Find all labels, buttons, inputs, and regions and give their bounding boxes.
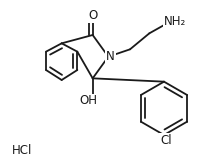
Text: NH₂: NH₂ bbox=[164, 15, 186, 28]
Text: HCl: HCl bbox=[12, 145, 32, 157]
Text: O: O bbox=[88, 9, 97, 22]
Text: OH: OH bbox=[80, 95, 98, 108]
Text: N: N bbox=[106, 50, 115, 63]
Text: Cl: Cl bbox=[160, 133, 172, 147]
